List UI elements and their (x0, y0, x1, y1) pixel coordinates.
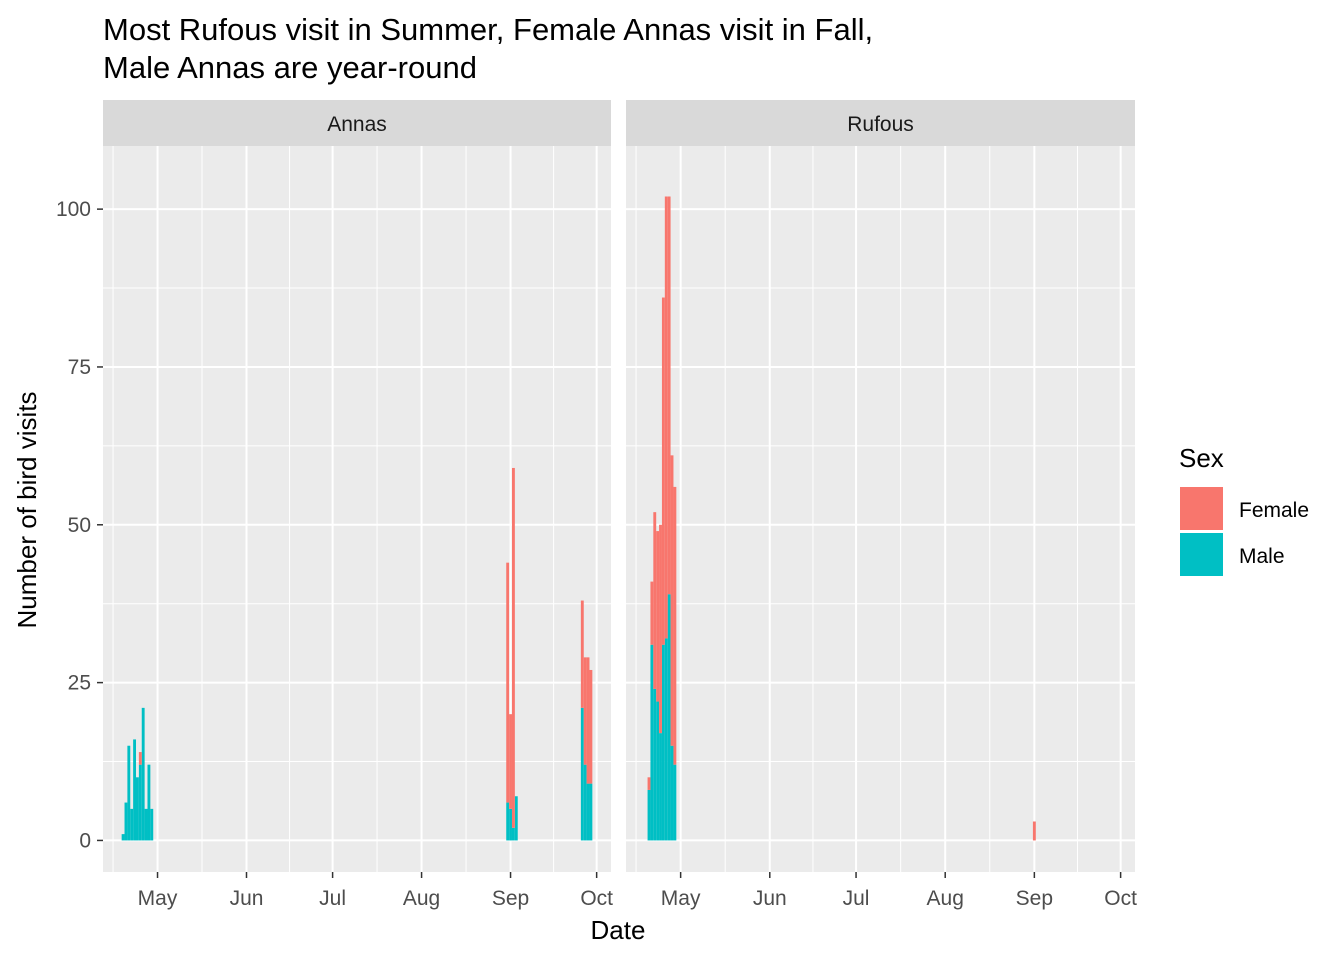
bar-male-2018-08-31 (506, 802, 510, 841)
facet-strip (626, 100, 1135, 146)
bar-female-2018-09-28 (586, 657, 590, 784)
bar-female-2018-04-25 (661, 297, 665, 645)
x-tick-label: May (661, 887, 701, 910)
chart-title-line-1: Most Rufous visit in Summer, Female Anna… (103, 12, 873, 47)
bar-female-2018-04-20 (647, 777, 651, 790)
bar-male-2018-09-01 (509, 808, 512, 841)
x-tick-label: Aug (927, 887, 964, 910)
bar-male-2018-04-20 (647, 789, 651, 841)
legend-label-male: Male (1239, 545, 1285, 568)
facet-strip-label: Annas (327, 113, 387, 136)
x-tick-label: Jun (230, 887, 264, 910)
x-tick-label: Sep (492, 887, 529, 910)
panel-background (103, 146, 611, 872)
x-tick-label: Jun (753, 887, 787, 910)
bar-male-2018-04-24 (659, 733, 662, 841)
bar-male-2018-09-29 (589, 783, 593, 841)
bar-male-2018-04-28 (670, 745, 674, 841)
legend-key-female (1180, 487, 1223, 530)
y-tick-label: 0 (79, 829, 91, 852)
bar-female-2018-04-26 (664, 196, 668, 639)
bar-female-2018-04-27 (667, 196, 671, 595)
y-tick-label: 100 (56, 198, 91, 221)
facet-panels: Annas May Jun Jul Aug Sep Oct Rufous May Jun Jul Au… (103, 100, 1137, 910)
legend: Sex Female Male (1179, 443, 1309, 576)
bar-male-2018-04-21 (127, 745, 131, 841)
x-tick-label: May (138, 887, 178, 910)
bar-male-2018-04-24 (136, 777, 139, 841)
y-tick-label: 75 (68, 356, 91, 379)
bar-male-2018-04-25 (661, 644, 665, 841)
x-axis-title: Date (591, 915, 646, 945)
bar-male-2018-04-22 (653, 688, 657, 841)
bar-female-2018-09-01 (1032, 821, 1036, 841)
bar-male-2018-04-27 (144, 808, 148, 841)
facet-strip (103, 100, 611, 146)
legend-title: Sex (1179, 443, 1224, 473)
facet-panel-annas: Annas May Jun Jul Aug Sep Oct (103, 100, 613, 910)
bar-female-2018-04-28 (670, 455, 674, 746)
x-tick-label: Aug (403, 887, 440, 910)
bar-male-2018-04-21 (650, 644, 654, 841)
x-tick-label: Sep (1016, 887, 1053, 910)
bar-female-2018-09-02 (511, 467, 515, 828)
x-tick-label: Oct (580, 887, 613, 910)
bar-female-2018-09-27 (583, 657, 587, 765)
x-tick-label: Oct (1104, 887, 1137, 910)
bar-male-2018-09-28 (586, 783, 590, 841)
chart-title-line-2: Male Annas are year-round (103, 50, 477, 85)
legend-key-male (1180, 533, 1223, 576)
facet-strip-label: Rufous (847, 113, 914, 136)
y-tick-label: 50 (68, 514, 91, 537)
x-tick-label: Jul (319, 887, 346, 910)
bar-male-2018-04-22 (130, 808, 134, 841)
bar-male-2018-04-23 (133, 739, 137, 841)
y-axis-title: Number of bird visits (12, 392, 42, 629)
bar-male-2018-04-25 (138, 764, 142, 841)
bar-male-2018-04-20 (124, 802, 128, 841)
bar-male-2018-04-23 (656, 701, 660, 841)
bar-female-2018-04-22 (653, 512, 657, 689)
bar-female-2018-08-31 (506, 562, 510, 803)
bar-male-2018-09-26 (580, 707, 584, 841)
y-axis: 0 25 50 75 100 (56, 198, 103, 852)
bar-male-2018-09-03 (514, 796, 518, 841)
x-tick-label: Jul (843, 887, 870, 910)
bar-female-2018-09-01 (509, 714, 512, 809)
bar-female-2018-04-25 (138, 752, 142, 765)
bar-male-2018-04-29 (673, 764, 677, 841)
bar-female-2018-04-29 (673, 486, 677, 765)
panel-background (626, 146, 1135, 872)
bar-female-2018-04-23 (656, 531, 660, 702)
bar-male-2018-09-02 (511, 827, 515, 841)
bar-male-2018-04-27 (667, 594, 671, 841)
bar-female-2018-09-29 (589, 669, 593, 784)
bar-male-2018-04-29 (150, 808, 154, 841)
bar-male-2018-09-27 (583, 764, 587, 841)
bar-male-2018-04-26 (141, 707, 145, 841)
legend-label-female: Female (1239, 499, 1309, 522)
bar-male-2018-04-26 (664, 638, 668, 841)
y-tick-label: 25 (68, 672, 91, 695)
bar-female-2018-04-21 (650, 581, 654, 645)
bar-male-2018-04-28 (147, 764, 151, 841)
bar-female-2018-04-24 (659, 524, 662, 734)
bar-female-2018-09-26 (580, 600, 584, 708)
facet-panel-rufous: Rufous May Jun Jul Aug Sep Oct (626, 100, 1137, 910)
bar-male-2018-04-19 (121, 834, 125, 841)
